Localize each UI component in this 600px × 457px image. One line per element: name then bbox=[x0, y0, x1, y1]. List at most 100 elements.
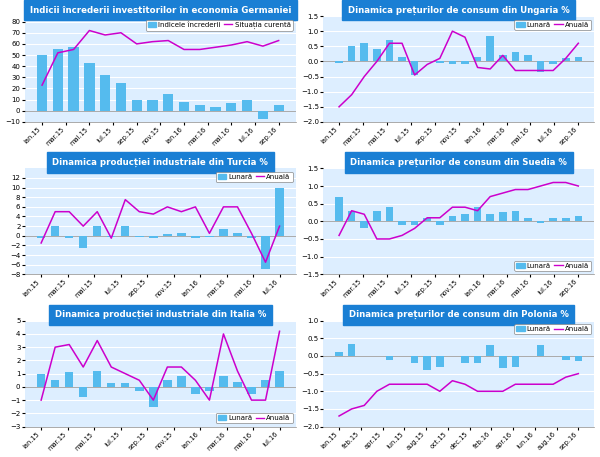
Bar bbox=[121, 383, 130, 387]
Bar bbox=[191, 236, 200, 238]
Bar bbox=[68, 47, 79, 111]
Bar bbox=[411, 61, 418, 75]
Bar bbox=[537, 221, 544, 223]
Bar bbox=[37, 374, 46, 387]
Bar bbox=[348, 211, 355, 221]
Bar bbox=[487, 214, 494, 221]
Title: Indicii încrederii investitorilor în economia Germaniei: Indicii încrederii investitorilor în eco… bbox=[29, 5, 291, 15]
Bar bbox=[474, 207, 481, 221]
Bar bbox=[247, 236, 256, 238]
Bar bbox=[398, 221, 406, 225]
Bar bbox=[562, 58, 569, 61]
Legend: Lunară, Anuală: Lunară, Anuală bbox=[514, 324, 591, 335]
Bar bbox=[93, 371, 101, 387]
Bar bbox=[37, 55, 47, 111]
Bar bbox=[194, 105, 205, 111]
Bar bbox=[219, 228, 227, 236]
Legend: Lunară, Anuală: Lunară, Anuală bbox=[216, 172, 293, 182]
Bar bbox=[436, 61, 443, 63]
Bar bbox=[51, 380, 59, 387]
Bar bbox=[436, 221, 443, 225]
Bar bbox=[163, 234, 172, 236]
Title: Dinamica prețurilor de consum din Suedia %: Dinamica prețurilor de consum din Suedia… bbox=[350, 158, 567, 167]
Bar bbox=[575, 216, 582, 221]
Bar bbox=[386, 40, 393, 61]
Bar bbox=[335, 197, 343, 221]
Bar bbox=[53, 49, 63, 111]
Bar bbox=[575, 356, 582, 361]
Bar bbox=[100, 75, 110, 111]
Legend: Indicele încrederii, Situația curentă: Indicele încrederii, Situația curentă bbox=[146, 20, 293, 31]
Bar bbox=[65, 372, 73, 387]
Bar bbox=[116, 83, 126, 111]
Bar bbox=[373, 49, 380, 61]
Bar bbox=[487, 36, 494, 61]
Bar bbox=[93, 226, 101, 236]
Title: Dinamica producției industriale din Italia %: Dinamica producției industriale din Ital… bbox=[55, 310, 266, 319]
Bar bbox=[512, 53, 519, 61]
Bar bbox=[135, 236, 143, 237]
Bar bbox=[487, 345, 494, 356]
Bar bbox=[262, 380, 270, 387]
Bar bbox=[163, 380, 172, 387]
Bar bbox=[537, 345, 544, 356]
Bar bbox=[562, 218, 569, 221]
Bar bbox=[461, 61, 469, 64]
Bar bbox=[562, 356, 569, 360]
Bar bbox=[512, 211, 519, 221]
Bar bbox=[474, 356, 481, 363]
Bar bbox=[499, 356, 506, 368]
Bar bbox=[65, 236, 73, 238]
Title: Dinamica prețurilor de consum din Ungaria %: Dinamica prețurilor de consum din Ungari… bbox=[348, 5, 569, 15]
Bar bbox=[537, 61, 544, 72]
Bar bbox=[205, 236, 214, 237]
Bar bbox=[461, 214, 469, 221]
Bar bbox=[262, 236, 270, 270]
Bar bbox=[411, 221, 418, 225]
Bar bbox=[386, 356, 393, 360]
Bar bbox=[575, 57, 582, 61]
Bar bbox=[149, 387, 158, 407]
Bar bbox=[499, 55, 506, 61]
Bar bbox=[149, 236, 158, 238]
Bar bbox=[226, 103, 236, 111]
Bar bbox=[449, 216, 456, 221]
Bar bbox=[179, 102, 189, 111]
Bar bbox=[247, 387, 256, 393]
Bar bbox=[135, 387, 143, 391]
Bar bbox=[436, 356, 443, 367]
Bar bbox=[348, 344, 355, 356]
Bar bbox=[348, 46, 355, 61]
Bar bbox=[361, 221, 368, 228]
Bar bbox=[233, 382, 242, 387]
Legend: Lunară, Anuală: Lunară, Anuală bbox=[514, 20, 591, 30]
Bar bbox=[107, 383, 115, 387]
Bar bbox=[79, 387, 88, 398]
Bar bbox=[373, 211, 380, 221]
Bar bbox=[361, 43, 368, 61]
Bar bbox=[550, 61, 557, 64]
Title: Dinamica producției industriale din Turcia %: Dinamica producției industriale din Turc… bbox=[52, 158, 268, 167]
Bar bbox=[335, 61, 343, 63]
Bar bbox=[524, 55, 532, 61]
Bar bbox=[474, 57, 481, 61]
Bar bbox=[131, 100, 142, 111]
Bar bbox=[461, 356, 469, 363]
Bar bbox=[524, 218, 532, 221]
Bar bbox=[211, 107, 221, 111]
Bar bbox=[205, 387, 214, 391]
Bar bbox=[275, 371, 284, 387]
Bar bbox=[233, 234, 242, 236]
Bar bbox=[219, 376, 227, 387]
Bar bbox=[275, 188, 284, 236]
Bar bbox=[274, 105, 284, 111]
Bar bbox=[242, 100, 252, 111]
Bar bbox=[37, 236, 46, 238]
Legend: Lunară, Anuală: Lunară, Anuală bbox=[216, 413, 293, 423]
Title: Dinamica prețurilor de consum din Polonia %: Dinamica prețurilor de consum din Poloni… bbox=[349, 310, 569, 319]
Bar bbox=[258, 111, 268, 118]
Bar bbox=[107, 236, 115, 237]
Bar bbox=[79, 236, 88, 248]
Bar bbox=[84, 63, 95, 111]
Bar bbox=[148, 100, 158, 111]
